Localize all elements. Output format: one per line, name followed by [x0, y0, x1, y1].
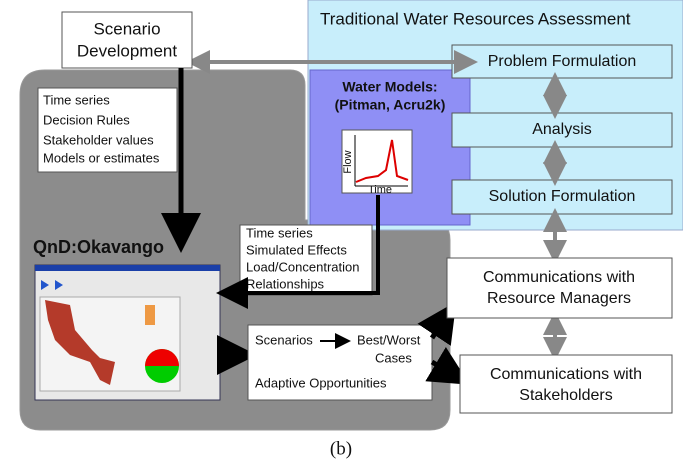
step-label: Analysis	[532, 121, 592, 138]
results-label: Scenarios	[255, 332, 313, 347]
results-label: Best/Worst	[357, 332, 421, 347]
inputs-line: Time series	[43, 92, 110, 107]
outputs-line: Simulated Effects	[246, 242, 347, 257]
results-label: Cases	[375, 350, 412, 365]
tool-screenshot	[35, 265, 220, 400]
assessment-title: Traditional Water Resources Assessment	[320, 9, 631, 28]
inputs-line: Decision Rules	[43, 112, 130, 127]
inputs-line: Stakeholder values	[43, 132, 154, 147]
inputs-line: Models or estimates	[43, 150, 160, 165]
water-models-label: (Pitman, Acru2k)	[335, 97, 446, 113]
graph-y-label: Flow	[342, 150, 354, 173]
diagram: Traditional Water Resources Assessment W…	[0, 0, 683, 466]
communications-box	[460, 355, 672, 413]
communications-label: Communications with	[483, 269, 635, 286]
step-label: Solution Formulation	[489, 188, 636, 205]
water-models-label: Water Models:	[342, 79, 437, 95]
tool-title: QnD:Okavango	[33, 237, 164, 257]
communications-box	[447, 258, 672, 318]
communications-label: Resource Managers	[487, 290, 631, 307]
outputs-line: Time series	[246, 225, 313, 240]
communications-label: Communications with	[490, 366, 642, 383]
caption: (b)	[330, 438, 352, 459]
communications-label: Stakeholders	[519, 387, 612, 404]
results-label: Adaptive Opportunities	[255, 375, 387, 390]
scenario-label: Development	[77, 41, 177, 60]
outputs-line: Load/Concentration	[246, 259, 359, 274]
scenario-label: Scenario	[93, 19, 160, 38]
graph-x-label: Time	[368, 184, 392, 196]
outputs-line: Relationships	[246, 276, 325, 291]
step-label: Problem Formulation	[488, 53, 637, 70]
